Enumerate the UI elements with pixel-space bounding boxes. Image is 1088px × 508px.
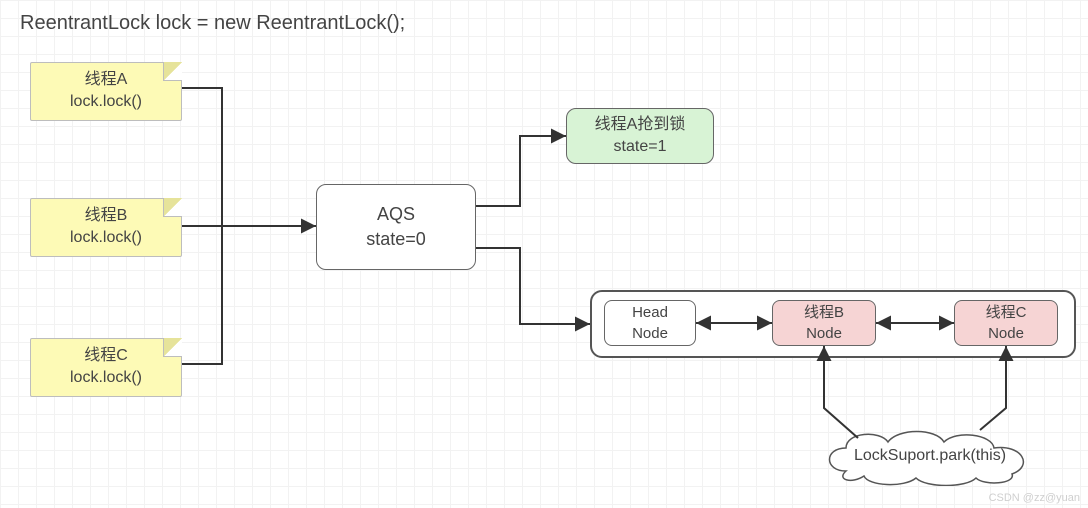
thread-c-name: 线程C [31, 345, 181, 367]
thread-b-call: lock.lock() [31, 227, 181, 249]
node-c-line1: 线程C [955, 302, 1057, 323]
node-b-line2: Node [773, 323, 875, 344]
thread-c-call: lock.lock() [31, 367, 181, 389]
node-b-line1: 线程B [773, 302, 875, 323]
thread-b-name: 线程B [31, 205, 181, 227]
winner-box: 线程A抢到锁 state=1 [566, 108, 714, 164]
winner-line2: state=1 [567, 136, 713, 158]
thread-c-sticky: 线程C lock.lock() [30, 338, 182, 397]
park-cloud: LockSuport.park(this) [816, 426, 1044, 486]
aqs-state: state=0 [317, 227, 475, 252]
park-text: LockSuport.park(this) [854, 447, 1006, 465]
head-node: Head Node [604, 300, 696, 346]
thread-a-call: lock.lock() [31, 91, 181, 113]
node-b: 线程B Node [772, 300, 876, 346]
head-line1: Head [605, 302, 695, 323]
watermark: CSDN @zz@yuan [989, 492, 1080, 504]
thread-b-sticky: 线程B lock.lock() [30, 198, 182, 257]
aqs-label: AQS [317, 202, 475, 227]
head-line2: Node [605, 323, 695, 344]
aqs-box: AQS state=0 [316, 184, 476, 270]
winner-line1: 线程A抢到锁 [567, 114, 713, 136]
code-title: ReentrantLock lock = new ReentrantLock()… [20, 12, 405, 35]
node-c: 线程C Node [954, 300, 1058, 346]
node-c-line2: Node [955, 323, 1057, 344]
thread-a-name: 线程A [31, 69, 181, 91]
thread-a-sticky: 线程A lock.lock() [30, 62, 182, 121]
